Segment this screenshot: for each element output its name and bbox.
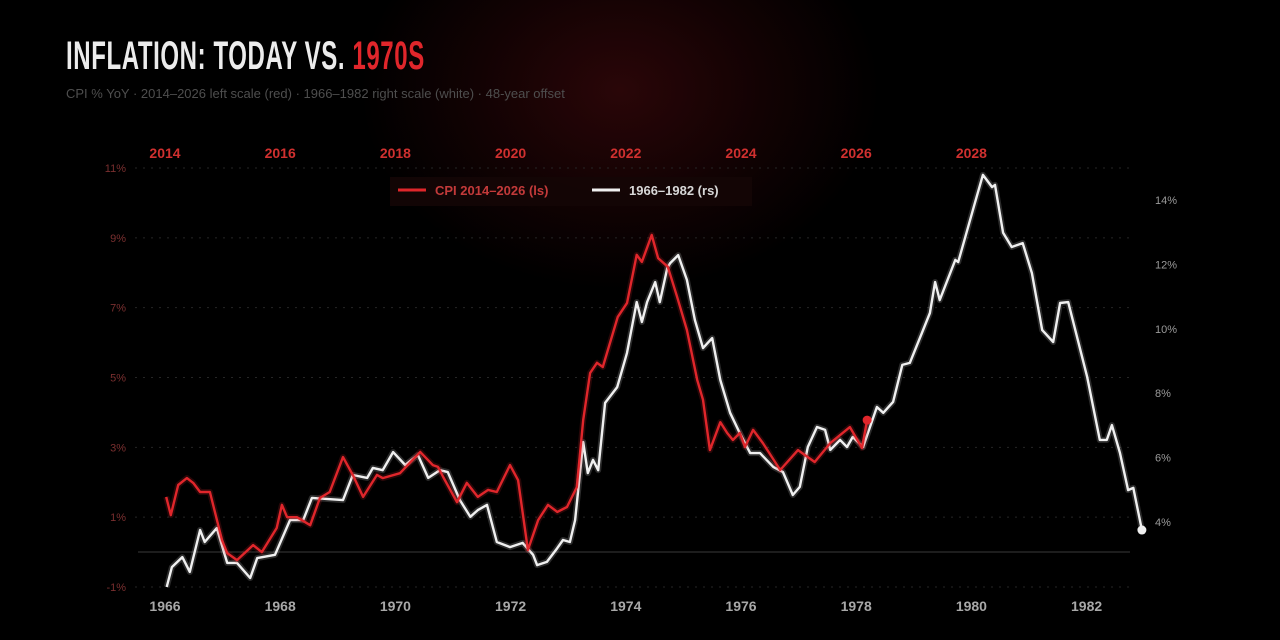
x-bottom-tick-label: 1972 [495, 598, 526, 614]
series-lines [163, 171, 1147, 588]
y-left-tick-label: -1% [106, 582, 126, 594]
chart-subtitle: CPI % YoY · 2014–2026 left scale (red) ·… [66, 86, 565, 101]
y-right-tick-label: 6% [1155, 453, 1171, 465]
y-left-tick-label: 9% [110, 233, 126, 245]
series-line-cpi-2014-2026-end-point [862, 415, 872, 425]
x-top-tick-label: 2016 [265, 145, 296, 161]
title-main: INFLATION: TODAY VS. [66, 34, 353, 78]
x-bottom-tick-label: 1974 [610, 598, 641, 614]
series-line-1966-1982 [165, 173, 1144, 588]
x-top-tick-label: 2014 [149, 145, 180, 161]
y-right-tick-label: 14% [1155, 195, 1177, 207]
series-line-cpi-2014-2026-glow [163, 232, 871, 564]
x-top-tick-label: 2018 [380, 145, 411, 161]
x-bottom-tick-label: 1966 [149, 598, 180, 614]
gridlines [135, 167, 1130, 588]
y-left-tick-label: 1% [110, 512, 126, 524]
legend-box [390, 177, 752, 206]
x-bottom-tick-label: 1978 [841, 598, 872, 614]
y-left-tick-label: 11% [105, 163, 126, 175]
legend: CPI 2014–2026 (ls) 1966–1982 (rs) [390, 177, 752, 206]
x-top-tick-label: 2028 [956, 145, 987, 161]
axis-ticks: 11% 9% 7% 5% 3% 1% -1% 14% 12% 10% 8% 6% 4% 1966 1968 1… [105, 145, 1177, 614]
legend-label-red: CPI 2014–2026 (ls) [435, 183, 548, 198]
x-top-tick-label: 2026 [841, 145, 872, 161]
y-right-tick-label: 12% [1155, 259, 1177, 271]
x-bottom-tick-label: 1976 [725, 598, 756, 614]
y-right-tick-label: 4% [1155, 517, 1171, 529]
y-left-tick-label: 3% [110, 442, 126, 454]
series-line-1966-1982-end-point [1137, 525, 1147, 535]
x-top-tick-label: 2022 [610, 145, 641, 161]
legend-label-white: 1966–1982 (rs) [629, 183, 719, 198]
x-bottom-tick-label: 1982 [1071, 598, 1102, 614]
x-bottom-tick-label: 1968 [265, 598, 296, 614]
series-line-cpi-2014-2026 [165, 233, 869, 562]
x-bottom-tick-label: 1980 [956, 598, 987, 614]
title-accent: 1970S [352, 34, 425, 78]
y-right-tick-label: 8% [1155, 388, 1171, 400]
y-left-tick-label: 7% [110, 303, 126, 315]
chart-title: INFLATION: TODAY VS. 1970S [66, 34, 425, 79]
y-left-tick-label: 5% [110, 373, 126, 385]
x-bottom-tick-label: 1970 [380, 598, 411, 614]
y-right-tick-label: 10% [1155, 324, 1177, 336]
x-top-tick-label: 2020 [495, 145, 526, 161]
x-top-tick-label: 2024 [725, 145, 756, 161]
